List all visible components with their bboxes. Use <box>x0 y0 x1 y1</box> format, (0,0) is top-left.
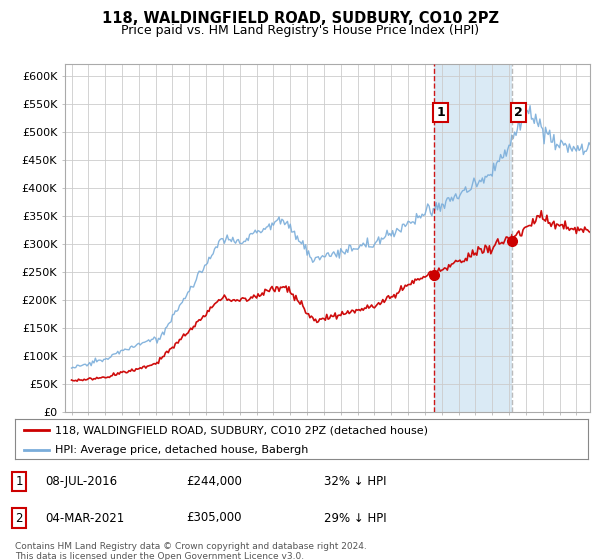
Text: Price paid vs. HM Land Registry's House Price Index (HPI): Price paid vs. HM Land Registry's House … <box>121 24 479 36</box>
Text: £305,000: £305,000 <box>186 511 241 525</box>
Text: 118, WALDINGFIELD ROAD, SUDBURY, CO10 2PZ (detached house): 118, WALDINGFIELD ROAD, SUDBURY, CO10 2P… <box>55 425 428 435</box>
Text: 04-MAR-2021: 04-MAR-2021 <box>45 511 124 525</box>
Text: 1: 1 <box>436 106 445 119</box>
Text: 2: 2 <box>16 511 23 525</box>
Text: 29% ↓ HPI: 29% ↓ HPI <box>324 511 386 525</box>
Text: HPI: Average price, detached house, Babergh: HPI: Average price, detached house, Babe… <box>55 445 308 455</box>
Text: 118, WALDINGFIELD ROAD, SUDBURY, CO10 2PZ: 118, WALDINGFIELD ROAD, SUDBURY, CO10 2P… <box>101 11 499 26</box>
Text: 32% ↓ HPI: 32% ↓ HPI <box>324 475 386 488</box>
Text: 2: 2 <box>514 106 523 119</box>
Text: Contains HM Land Registry data © Crown copyright and database right 2024.
This d: Contains HM Land Registry data © Crown c… <box>15 542 367 560</box>
Text: 08-JUL-2016: 08-JUL-2016 <box>45 475 117 488</box>
Text: £244,000: £244,000 <box>186 475 242 488</box>
Bar <box>434 64 512 412</box>
Text: 1: 1 <box>16 475 23 488</box>
